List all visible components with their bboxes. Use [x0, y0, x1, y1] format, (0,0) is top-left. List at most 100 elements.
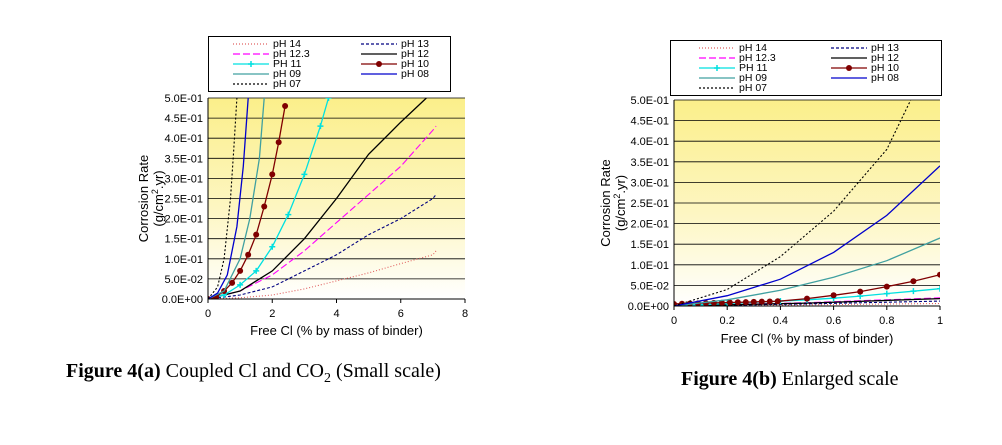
- series-line: [208, 125, 437, 299]
- y-tick-label: 4.0E-01: [164, 133, 203, 145]
- legend-item: pH 10: [829, 63, 899, 73]
- series-point: [317, 123, 324, 130]
- series-line: [208, 194, 437, 299]
- y-tick-label: 1.0E-01: [630, 260, 669, 272]
- y-tick-label: 0.0E+00: [162, 294, 203, 306]
- y-tick-label: 0.0E+00: [628, 301, 669, 313]
- y-tick-label: 2.5E-01: [630, 198, 669, 210]
- series-point: [774, 298, 781, 305]
- legend-label: pH 13: [401, 38, 430, 50]
- caption-a-bold: Figure 4(: [66, 360, 144, 382]
- legend-label: pH 09: [739, 72, 768, 84]
- series-point: [275, 139, 282, 146]
- caption-a-text-post: (Small scale): [330, 360, 441, 382]
- legend-label: pH 12: [871, 52, 900, 64]
- legend-label: pH 13: [871, 42, 900, 54]
- legend-label: pH 10: [401, 58, 430, 70]
- x-tick-label: 8: [462, 308, 468, 320]
- y-tick-label: 3.0E-01: [164, 173, 203, 185]
- legend-item: pH 07: [231, 79, 301, 89]
- legend-label: pH 14: [739, 42, 768, 54]
- legend-item: pH 12.3: [231, 49, 310, 59]
- caption-b-text: Enlarged scale: [776, 368, 899, 390]
- x-tick-label: 0: [205, 308, 211, 320]
- series-group: [208, 98, 437, 299]
- series-line: [208, 98, 249, 299]
- series-group: [674, 100, 940, 306]
- legend-item: pH 13: [359, 39, 429, 49]
- y-tick-label: 5.0E-02: [630, 280, 669, 292]
- legend-item: pH 14: [697, 43, 767, 53]
- caption-figure-4b: Figure 4(b) Enlarged scale: [681, 368, 981, 391]
- series-point: [742, 299, 749, 306]
- series-point: [750, 298, 757, 305]
- y-tick-label: 2.5E-01: [164, 194, 203, 206]
- legend-item: pH 13: [829, 43, 899, 53]
- y-tick-label: 4.5E-01: [164, 113, 203, 125]
- y-tick-label: 5.0E-02: [164, 274, 203, 286]
- legend-item: pH 12: [829, 53, 899, 63]
- legend-label: pH 07: [273, 78, 302, 90]
- legend-swatch: [831, 65, 867, 71]
- y-tick-label: 4.0E-01: [630, 136, 669, 148]
- legend-swatch: [831, 77, 867, 79]
- y-tick-label: 1.5E-01: [630, 239, 669, 251]
- series-point: [766, 298, 773, 305]
- legend-swatch: [831, 47, 867, 49]
- series-point: [910, 288, 917, 295]
- series-point: [237, 281, 244, 288]
- legend-label: pH 12.3: [739, 52, 776, 64]
- legend-swatch: [233, 83, 269, 85]
- legend-item: pH 08: [829, 73, 899, 83]
- series-point: [245, 251, 252, 258]
- legend-label: pH 14: [273, 38, 302, 50]
- legend-swatch: [831, 57, 867, 59]
- series-point: [674, 300, 677, 306]
- legend-label: pH 12.3: [273, 48, 310, 60]
- caption-b-close: ): [770, 368, 777, 390]
- y-tick-label: 4.5E-01: [630, 116, 669, 128]
- legend-item: pH 08: [359, 69, 429, 79]
- legend-item: pH 12.3: [697, 53, 776, 63]
- x-tick-label: 0: [671, 315, 677, 327]
- legend-swatch: [233, 73, 269, 75]
- series-point: [937, 285, 940, 292]
- legend-item: pH 14: [231, 39, 301, 49]
- y-tick-label: 2.0E-01: [164, 214, 203, 226]
- legend-swatch: [361, 53, 397, 55]
- y-tick-label: 1.5E-01: [164, 234, 203, 246]
- legend-swatch: [233, 61, 269, 67]
- legend-item: pH 07: [697, 83, 767, 93]
- series-line: [674, 237, 940, 306]
- y-axis-title: Corrosion Rate(g/cm2.yr): [136, 155, 166, 242]
- series-line: [674, 165, 940, 306]
- y-tick-label: 2.0E-01: [630, 219, 669, 231]
- series-point: [325, 98, 332, 101]
- legend-swatch: [699, 47, 735, 49]
- legend-swatch: [233, 53, 269, 55]
- legend-item: pH 10: [359, 59, 429, 69]
- series-point: [301, 171, 308, 178]
- series-point: [734, 299, 741, 306]
- series-point: [237, 267, 244, 274]
- chart-a: 0.0E+00 5.0E-02 1.0E-01 1.5E-01 2.0E-01 2.5E-…: [136, 93, 468, 338]
- y-tick-label: 5.0E-01: [164, 93, 203, 105]
- series-line: [208, 98, 265, 299]
- series-point: [282, 103, 289, 110]
- x-tick-label: 0.8: [879, 315, 894, 327]
- legend-swatch: [361, 61, 397, 67]
- x-tick-label: 1: [937, 315, 943, 327]
- caption-a-sub: 2: [323, 371, 331, 386]
- legend-a: pH 14 pH 13 pH 12.3 pH 12 PH 11 pH 10 pH 09 pH …: [208, 36, 451, 92]
- legend-label: pH 08: [401, 68, 430, 80]
- series-point: [910, 278, 917, 285]
- series-point: [883, 283, 890, 290]
- legend-swatch: [361, 73, 397, 75]
- legend-swatch: [361, 43, 397, 45]
- legend-label: PH 11: [739, 62, 768, 74]
- legend-label: PH 11: [273, 58, 302, 70]
- series-point: [269, 171, 276, 178]
- series-point: [269, 243, 276, 250]
- legend-label: pH 12: [401, 48, 430, 60]
- chart-b: 0.0E+00 5.0E-02 1.0E-01 1.5E-01 2.0E-01 2.5E-…: [598, 95, 943, 346]
